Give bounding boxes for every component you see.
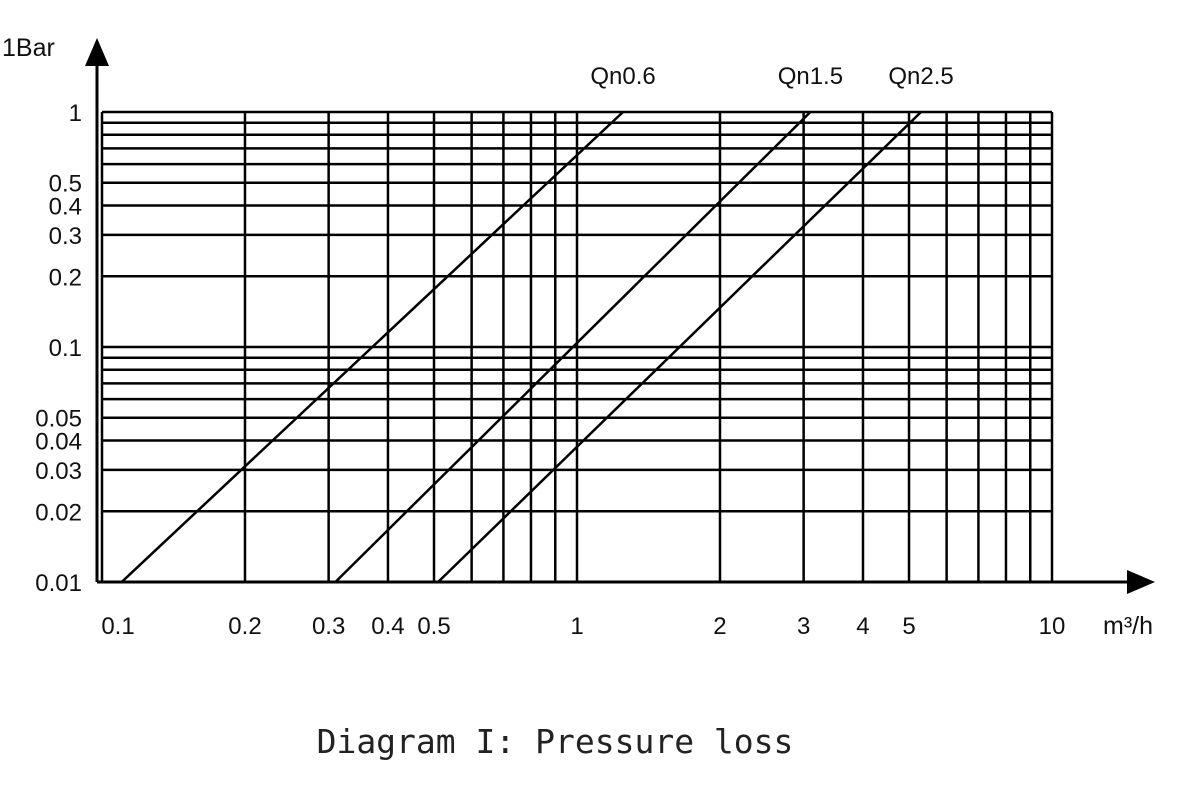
y-tick-label: 0.2	[49, 264, 82, 291]
x-axis-label: m³/h	[1103, 612, 1153, 640]
y-tick-label: 0.4	[49, 194, 82, 221]
series-label-qn0-6: Qn0.6	[590, 63, 655, 90]
x-tick-label: 10	[1039, 613, 1066, 640]
series-line-qn2-5	[437, 111, 922, 583]
y-tick-label: 0.1	[49, 335, 82, 362]
y-tick-label: 0.3	[49, 223, 82, 250]
x-tick-label: 4	[856, 613, 869, 640]
y-tick-labels: 0.01 0.02 0.030.040.05 0.1 0.2 0.30.40.5 1	[35, 100, 82, 597]
x-tick-labels: 0.1 0.2 0.3 0.4 0.5 1 2 3 4 5 10	[101, 613, 1065, 640]
x-tick-label: 0.1	[101, 613, 134, 640]
grid	[100, 110, 1054, 584]
series-label-qn1-5: Qn1.5	[778, 63, 843, 90]
series-label-qn2-5: Qn2.5	[888, 63, 953, 90]
figure-caption: Diagram I: Pressure loss	[316, 722, 794, 761]
series-lines	[120, 111, 922, 583]
y-tick-label: 0.04	[35, 429, 82, 456]
y-tick-label: 0.03	[35, 458, 82, 485]
y-tick-label: 0.02	[35, 499, 82, 526]
x-tick-label: 0.5	[417, 613, 450, 640]
series-line-qn1-5	[334, 111, 812, 583]
x-tick-label: 1	[570, 613, 583, 640]
x-tick-label: 0.2	[228, 613, 261, 640]
axes	[85, 38, 1155, 594]
x-axis-arrow-icon	[1127, 570, 1155, 594]
y-tick-label: 1	[69, 100, 82, 127]
y-tick-label: 0.01	[35, 570, 82, 597]
x-tick-label: 5	[902, 613, 915, 640]
series-labels: Qn0.6 Qn1.5 Qn2.5	[590, 63, 953, 90]
x-tick-label: 2	[713, 613, 726, 640]
x-tick-label: 0.4	[371, 613, 404, 640]
y-tick-label: 0.05	[35, 406, 82, 433]
y-axis-label: 1Bar	[2, 34, 55, 62]
x-tick-label: 0.3	[312, 613, 345, 640]
x-tick-label: 3	[797, 613, 810, 640]
y-axis-arrow-icon	[85, 38, 109, 66]
series-line-qn0-6	[120, 111, 624, 583]
y-tick-label: 0.5	[49, 171, 82, 198]
